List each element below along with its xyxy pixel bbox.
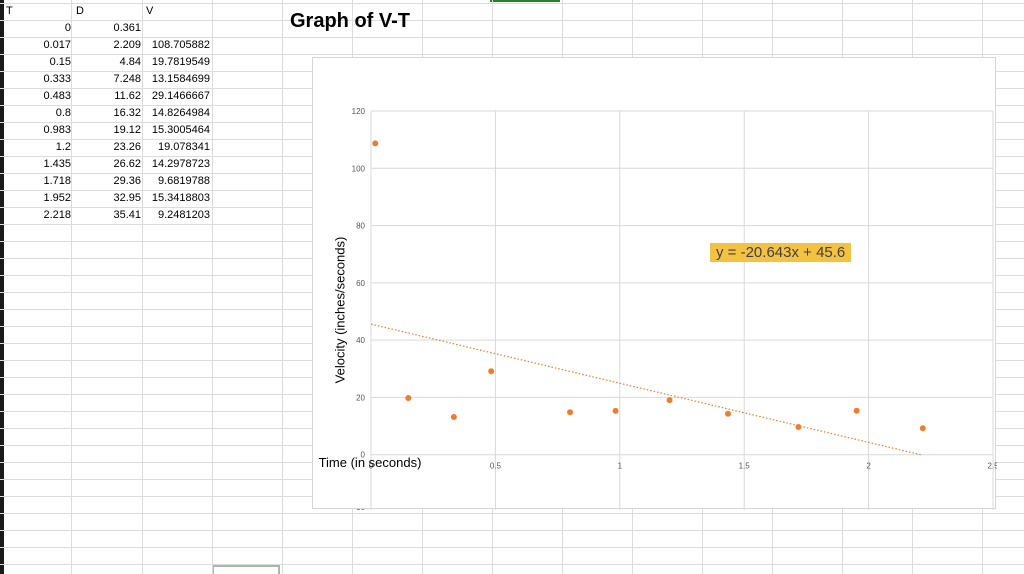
row-gridline (0, 20, 1024, 21)
x-tick-label: 2.5 (987, 462, 997, 471)
x-tick-label: 1 (618, 462, 623, 471)
cell-v[interactable]: 29.1466667 (151, 90, 210, 102)
data-point (725, 410, 732, 417)
cell-v[interactable]: 13.1584699 (151, 73, 210, 85)
y-tick-label: 100 (352, 164, 366, 173)
cell-v[interactable]: 19.078341 (158, 141, 210, 153)
data-point (612, 407, 619, 414)
cell-v[interactable]: 19.7819549 (151, 56, 210, 68)
x-tick-label: 1.5 (739, 462, 751, 471)
trendline-equation-label: y = -20.643x + 45.6 (710, 243, 852, 262)
cell-d[interactable]: 32.95 (113, 192, 141, 204)
row-gridline (0, 564, 1024, 565)
scatter-plot: 120 100 80 60 40 20 0 -20 0 0.5 1 1.5 2 2.5 (352, 107, 997, 510)
y-tick-label: -20 (353, 508, 365, 510)
cell-d[interactable]: 0.361 (113, 22, 141, 34)
column-header-d: D (76, 5, 84, 17)
cell-t[interactable]: 0.15 (49, 56, 71, 68)
cell-d[interactable]: 11.62 (114, 90, 141, 102)
data-point (666, 397, 673, 404)
data-point (450, 414, 457, 421)
chart-panel[interactable]: 120 100 80 60 40 20 0 -20 0 0.5 1 1.5 2 2.5 (312, 57, 997, 510)
cell-d[interactable]: 16.32 (113, 107, 141, 119)
column-gridline (71, 0, 72, 574)
active-tab-indicator (490, 0, 560, 2)
trendline (370, 323, 921, 456)
data-point (372, 140, 379, 147)
cell-d[interactable]: 4.84 (119, 56, 141, 68)
cell-d[interactable]: 35.41 (113, 209, 141, 221)
row-gridline (0, 54, 1024, 55)
column-gridline (282, 0, 283, 574)
row-gridline (0, 530, 1024, 531)
selected-cell[interactable] (212, 565, 280, 574)
column-header-v: V (146, 5, 154, 17)
data-point (405, 395, 412, 402)
x-axis-title: Time (in seconds) (318, 455, 422, 470)
cell-d[interactable]: 26.62 (113, 158, 141, 170)
cell-d[interactable]: 23.26 (113, 141, 141, 153)
cell-t[interactable]: 2.218 (43, 209, 71, 221)
cell-t[interactable]: 1.718 (43, 175, 71, 187)
y-tick-label: 40 (356, 336, 365, 345)
cell-t[interactable]: 1.952 (43, 192, 71, 204)
y-axis-title: Velocity (inches/seconds) (332, 236, 348, 384)
cell-d[interactable]: 19.12 (113, 124, 141, 136)
y-tick-label: 0 (361, 451, 366, 460)
cell-t[interactable]: 1.435 (43, 158, 71, 170)
chart-title: Graph of V-T (290, 10, 410, 32)
cell-d[interactable]: 29.36 (113, 175, 141, 187)
cell-v[interactable]: 108.705882 (151, 39, 210, 51)
window-edge (0, 0, 4, 574)
x-tick-label: 0 (369, 462, 374, 471)
cell-v[interactable]: 15.3005464 (151, 124, 210, 136)
row-gridline (0, 3, 1024, 4)
cell-t[interactable]: 0.017 (43, 39, 71, 51)
y-tick-label: 80 (356, 222, 365, 231)
y-tick-label: 60 (356, 279, 365, 288)
cell-t[interactable]: 0.8 (55, 107, 71, 119)
column-header-t: T (6, 5, 13, 17)
data-point (919, 425, 926, 432)
cell-d[interactable]: 2.209 (113, 39, 141, 51)
cell-t[interactable]: 0.983 (43, 124, 71, 136)
row-gridline (0, 513, 1024, 514)
cell-v[interactable]: 9.6819788 (158, 175, 210, 187)
data-point (488, 368, 495, 375)
data-point (795, 423, 802, 430)
cell-v[interactable]: 14.2978723 (151, 158, 210, 170)
y-tick-label: 20 (356, 393, 365, 402)
row-gridline (0, 37, 1024, 38)
cell-t[interactable]: 0 (64, 22, 71, 34)
column-gridline (212, 0, 213, 574)
cell-v[interactable]: 9.2481203 (158, 209, 210, 221)
cell-t[interactable]: 0.483 (43, 90, 71, 102)
cell-d[interactable]: 7.248 (113, 73, 141, 85)
data-point (567, 409, 574, 416)
row-gridline (0, 547, 1024, 548)
x-tick-label: 0.5 (490, 462, 502, 471)
data-point (853, 407, 860, 414)
cell-v[interactable]: 15.3418803 (151, 192, 210, 204)
cell-v[interactable]: 14.8264984 (151, 107, 210, 119)
cell-t[interactable]: 1.2 (55, 141, 71, 153)
column-gridline (142, 0, 143, 574)
x-tick-label: 2 (866, 462, 871, 471)
y-tick-label: 120 (352, 107, 366, 116)
cell-t[interactable]: 0.333 (43, 73, 71, 85)
